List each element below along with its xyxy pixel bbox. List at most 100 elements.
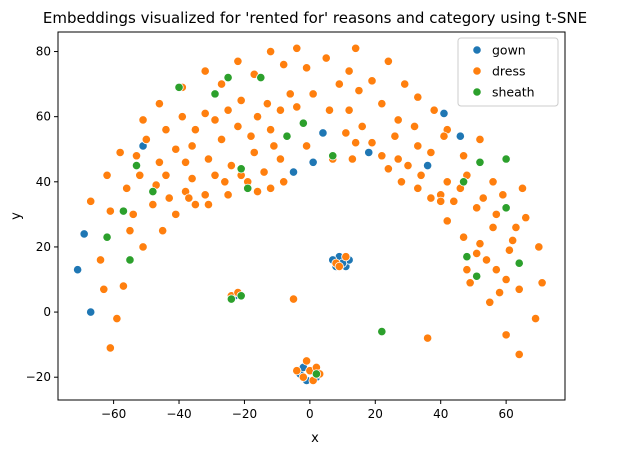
- point-dress: [301, 356, 312, 366]
- point-dress: [351, 138, 361, 148]
- point-dress: [334, 79, 344, 89]
- point-dress: [354, 86, 364, 96]
- point-gown: [308, 157, 318, 167]
- point-dress: [501, 274, 511, 285]
- point-dress: [102, 170, 112, 180]
- legend-label-dress: dress: [492, 64, 526, 79]
- x-tick-label: 40: [433, 407, 448, 421]
- point-dress: [537, 278, 547, 288]
- point-dress: [324, 105, 335, 115]
- point-sheath: [125, 255, 135, 265]
- point-dress: [269, 141, 279, 151]
- point-dress: [344, 105, 354, 115]
- point-gown: [364, 147, 374, 158]
- point-dress: [161, 125, 171, 135]
- point-dress: [475, 134, 485, 145]
- x-tick-label: 0: [306, 407, 314, 421]
- point-dress: [279, 59, 289, 70]
- point-sheath: [328, 151, 338, 161]
- point-dress: [357, 121, 367, 132]
- point-dress: [112, 313, 122, 324]
- point-sheath: [472, 271, 482, 281]
- point-dress: [341, 252, 351, 262]
- point-dress: [266, 125, 276, 135]
- point-dress: [122, 183, 132, 193]
- point-dress: [158, 226, 168, 236]
- point-dress: [99, 284, 109, 294]
- x-tick-label: −20: [232, 407, 257, 421]
- point-dress: [413, 92, 423, 102]
- point-dress: [262, 99, 272, 109]
- legend-label-gown: gown: [492, 43, 526, 58]
- x-tick-label: 20: [368, 407, 383, 421]
- point-dress: [105, 206, 115, 216]
- point-dress: [390, 131, 400, 141]
- point-dress: [95, 255, 106, 265]
- point-dress: [458, 151, 469, 161]
- point-dress: [187, 173, 197, 184]
- point-dress: [472, 248, 482, 259]
- point-dress: [377, 151, 387, 161]
- point-dress: [442, 177, 452, 187]
- point-dress: [351, 43, 361, 53]
- point-dress: [423, 333, 433, 343]
- point-dress: [321, 53, 331, 63]
- points-layer: [73, 43, 547, 386]
- point-dress: [298, 372, 308, 382]
- y-tick-label: −20: [26, 370, 51, 384]
- point-dress: [347, 154, 357, 164]
- point-dress: [462, 265, 472, 275]
- point-dress: [200, 66, 210, 76]
- point-dress: [275, 154, 286, 164]
- point-sheath: [458, 177, 469, 187]
- point-dress: [266, 46, 276, 57]
- point-sheath: [148, 186, 158, 197]
- point-dress: [341, 128, 351, 138]
- point-gown: [439, 108, 449, 119]
- point-dress: [203, 200, 214, 210]
- point-dress: [530, 313, 541, 324]
- point-sheath: [377, 327, 387, 337]
- y-axis-ticks: −20 0 20 40 60 80: [26, 45, 58, 384]
- point-dress: [308, 89, 318, 99]
- point-dress: [383, 164, 393, 174]
- point-dress: [377, 99, 387, 109]
- point-gown: [423, 160, 433, 171]
- point-sheath: [210, 89, 220, 99]
- point-dress: [171, 144, 181, 154]
- point-dress: [184, 193, 194, 203]
- x-axis-ticks: −60 −40 −20 0 20 40 60: [101, 400, 514, 421]
- y-tick-label: 40: [36, 175, 51, 189]
- legend-marker-gown: [472, 45, 482, 55]
- legend-box: [457, 37, 559, 107]
- point-sheath: [462, 252, 472, 262]
- point-gown: [86, 307, 96, 317]
- point-dress: [216, 134, 227, 145]
- point-dress: [442, 216, 452, 226]
- x-tick-label: −40: [166, 407, 191, 421]
- point-dress: [301, 141, 312, 151]
- point-dress: [494, 287, 505, 298]
- point-dress: [216, 79, 227, 89]
- point-dress: [393, 115, 403, 125]
- point-dress: [485, 297, 495, 307]
- point-dress: [439, 131, 449, 141]
- x-axis-label: x: [311, 431, 319, 446]
- point-dress: [259, 167, 269, 177]
- point-sheath: [102, 232, 112, 242]
- point-dress: [171, 209, 181, 219]
- point-dress: [508, 235, 518, 246]
- point-dress: [115, 147, 125, 158]
- point-dress: [367, 76, 377, 86]
- point-dress: [220, 177, 230, 187]
- point-sheath: [501, 154, 511, 164]
- point-dress: [504, 245, 514, 255]
- legend: gown dress sheath: [457, 37, 559, 107]
- point-dress: [521, 213, 531, 223]
- point-dress: [203, 154, 214, 164]
- point-sheath: [236, 164, 246, 174]
- point-dress: [429, 105, 439, 115]
- point-dress: [301, 63, 312, 73]
- point-dress: [187, 141, 197, 151]
